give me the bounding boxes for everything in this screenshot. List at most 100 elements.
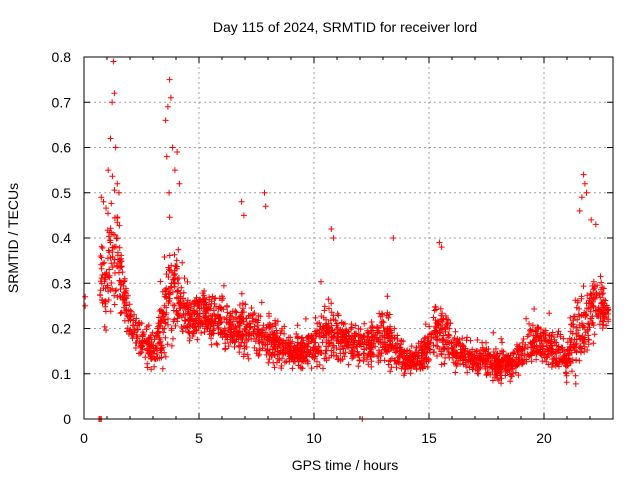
data-point	[530, 345, 537, 352]
data-point	[232, 308, 239, 315]
data-point	[131, 329, 138, 336]
data-point	[186, 335, 193, 341]
data-point	[323, 355, 330, 362]
data-point	[312, 314, 319, 321]
data-point	[256, 351, 263, 358]
data-point	[129, 335, 136, 342]
data-point	[355, 352, 362, 359]
data-point	[507, 359, 514, 365]
data-point	[249, 315, 256, 322]
data-point	[449, 350, 456, 357]
data-point	[578, 194, 585, 201]
data-point	[537, 326, 544, 333]
data-point	[196, 305, 203, 312]
data-point	[437, 305, 444, 312]
data-point	[589, 283, 596, 289]
data-point	[289, 349, 296, 356]
data-point	[529, 340, 536, 347]
data-point	[587, 290, 594, 297]
data-point	[248, 305, 255, 311]
data-point	[139, 333, 146, 340]
data-point	[229, 335, 236, 342]
data-point	[572, 380, 579, 387]
data-point	[206, 328, 213, 335]
data-point	[405, 355, 412, 362]
data-point	[116, 189, 122, 196]
data-point	[330, 235, 337, 241]
data-point	[328, 309, 335, 316]
data-point	[360, 334, 367, 341]
data-point	[353, 330, 360, 337]
data-point	[310, 336, 317, 343]
data-point	[381, 339, 388, 346]
data-point	[124, 325, 131, 332]
data-point	[268, 341, 275, 348]
data-point	[591, 331, 598, 338]
data-point	[106, 266, 113, 273]
data-point	[105, 210, 111, 217]
data-point	[476, 354, 483, 361]
data-point	[154, 330, 161, 336]
data-point	[246, 320, 253, 327]
data-point	[304, 358, 311, 365]
data-point	[138, 349, 145, 356]
data-point	[386, 311, 393, 318]
data-point	[174, 263, 181, 270]
data-point	[526, 320, 533, 327]
data-point	[519, 339, 526, 346]
data-point	[316, 361, 323, 368]
data-point	[436, 239, 443, 246]
data-point	[157, 317, 164, 324]
data-point	[330, 312, 337, 319]
data-point	[600, 290, 607, 297]
data-point	[564, 347, 571, 354]
data-point	[440, 344, 447, 351]
data-point	[375, 338, 382, 344]
data-point	[328, 352, 335, 359]
data-point	[557, 355, 564, 362]
data-point	[132, 345, 139, 351]
data-point	[549, 329, 556, 336]
data-point	[338, 333, 345, 340]
data-point	[237, 343, 244, 350]
data-point	[305, 349, 312, 356]
data-point	[122, 308, 129, 314]
data-point	[200, 292, 207, 299]
data-point	[467, 337, 474, 344]
data-point	[277, 337, 284, 343]
data-point	[508, 373, 515, 380]
data-point	[208, 300, 215, 307]
data-point	[294, 335, 301, 342]
data-point	[266, 338, 273, 344]
data-point	[436, 329, 443, 336]
data-point	[241, 309, 247, 316]
data-point	[491, 360, 498, 366]
data-point	[573, 356, 580, 363]
data-point	[468, 351, 475, 358]
data-point	[425, 333, 432, 340]
data-point	[195, 313, 202, 320]
data-point	[143, 326, 150, 333]
data-point	[477, 355, 484, 362]
data-point	[369, 351, 376, 358]
data-point	[356, 331, 363, 338]
data-point	[571, 336, 578, 343]
data-point	[244, 351, 251, 358]
data-point	[440, 332, 447, 339]
data-point	[430, 314, 437, 321]
data-point	[523, 315, 530, 322]
data-point	[421, 335, 428, 342]
data-point	[586, 321, 592, 328]
data-point	[124, 312, 131, 319]
data-point	[541, 354, 548, 361]
data-point	[590, 278, 597, 285]
data-point	[474, 337, 481, 343]
data-point	[286, 358, 293, 365]
data-point	[201, 329, 208, 335]
data-point	[331, 333, 337, 340]
data-point	[390, 235, 397, 241]
axis-ticks	[83, 56, 613, 420]
data-point	[516, 355, 522, 361]
data-point	[352, 322, 359, 329]
data-point	[368, 363, 375, 370]
